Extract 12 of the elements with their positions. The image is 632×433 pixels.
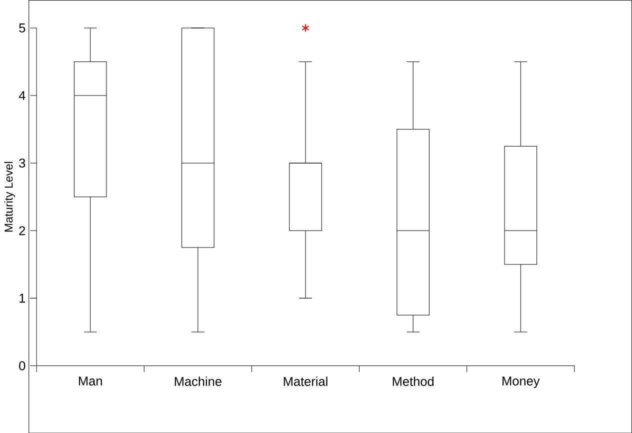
- x-tick-label: Machine: [174, 376, 222, 386]
- x-tick-label: Man: [78, 376, 102, 386]
- y-tick-label: 5: [19, 23, 26, 32]
- x-tick-label: Material: [284, 376, 328, 386]
- y-tick-label: 1: [20, 294, 26, 302]
- x-tick-label: Method: [392, 376, 434, 386]
- y-tick-label: 4: [18, 91, 26, 100]
- x-tick-label: Money: [502, 376, 540, 388]
- y-tick-label: 3: [19, 158, 26, 168]
- y-tick-label: 2: [19, 226, 26, 235]
- y-tick-label: 0: [19, 361, 26, 370]
- y-axis-title: Maturity Level: [4, 162, 15, 232]
